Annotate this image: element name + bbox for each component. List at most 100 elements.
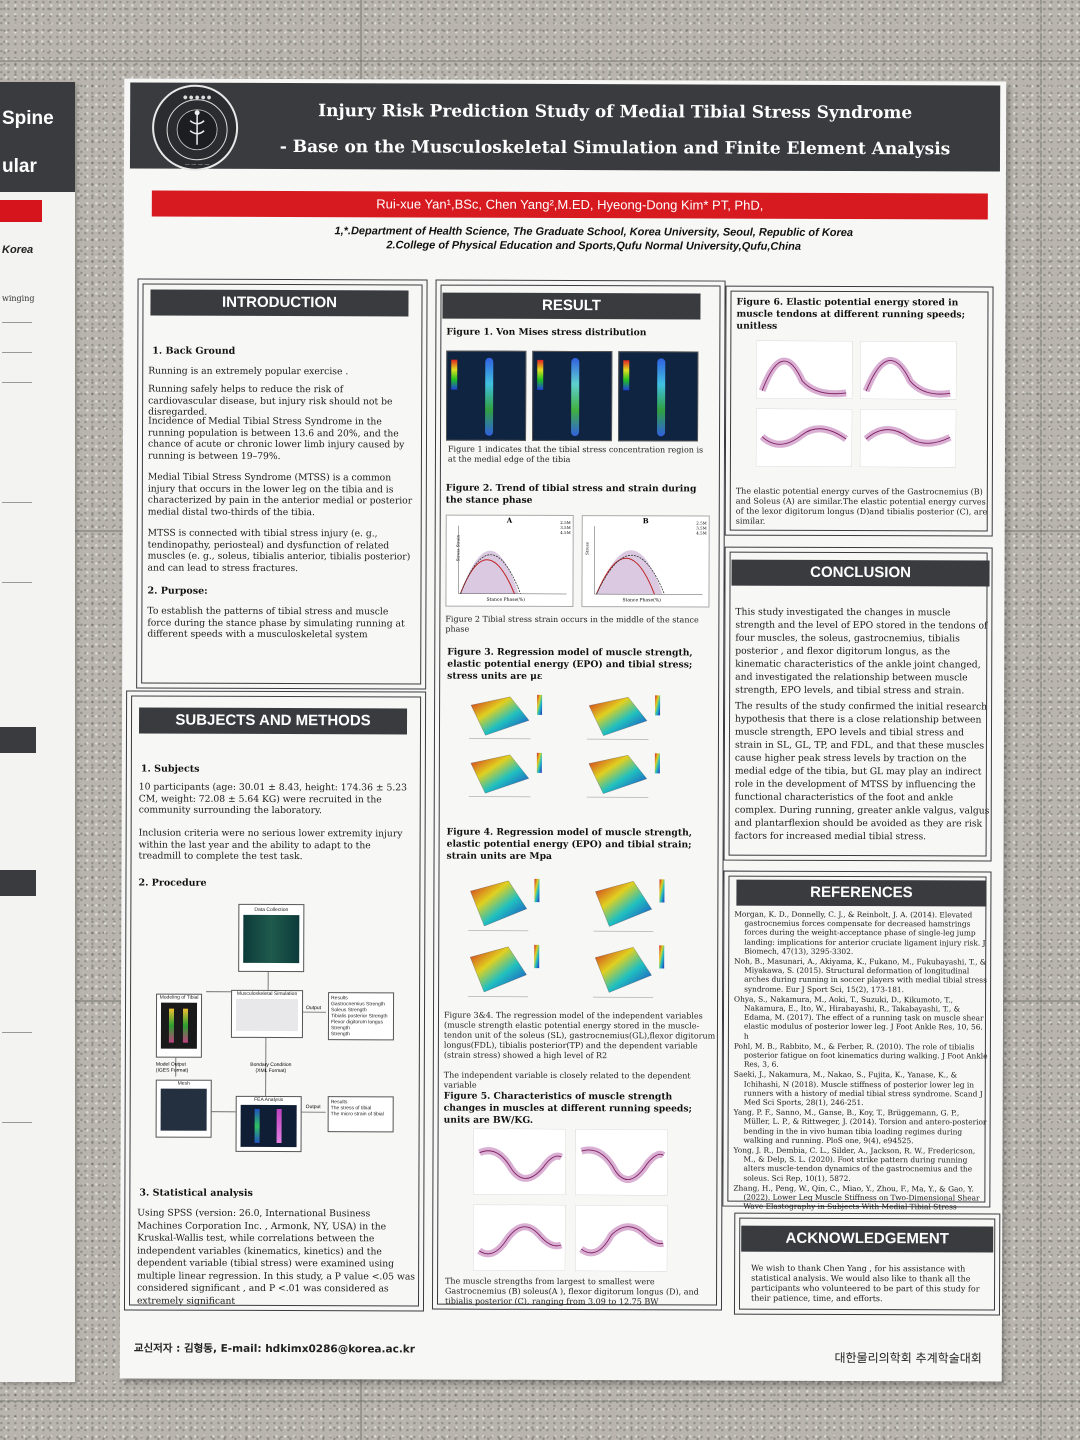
flow-label: Musculoskeletal Simulation — [236, 990, 298, 998]
band-plot — [473, 1128, 566, 1196]
regression-surface-plot — [586, 695, 661, 740]
neighbor-line — [2, 382, 32, 383]
society-logo: ● ● ● ● ● — — — — — [151, 84, 239, 171]
neighbor-line — [2, 582, 32, 583]
fig2-curve-b — [594, 526, 703, 595]
flow-results-item: Flexor digitorum longus Strength — [330, 1019, 383, 1032]
conclusion-title: CONCLUSION — [731, 559, 990, 587]
fig6-energy-plots — [755, 340, 976, 478]
procedure-flowchart: Data Collection Modeling of Tibial Muscu… — [155, 902, 417, 1153]
poster-title-line-2: - Base on the Musculoskeletal Simulation… — [279, 137, 951, 160]
neighbor-poster: Spine ular Korea winging — [0, 82, 75, 1382]
flow-data-collection: Data Collection — [238, 903, 305, 973]
fig2-title: Figure 2. Trend of tibial stress and str… — [445, 482, 697, 506]
fig1-stress-image — [618, 351, 699, 442]
flow-modeling: Modeling of Tibial — [155, 993, 203, 1058]
affiliation-1: 1,*.Department of Health Science, The Gr… — [334, 225, 854, 240]
flow-boundary-label: Bondary Condition (XML Format) — [250, 1061, 292, 1075]
reference-item: Saeki, J., Nakamura, M., Nakao, S., Fuji… — [733, 1070, 983, 1108]
poster-header: ● ● ● ● ● — — — — Injury Risk Prediction… — [129, 82, 1001, 172]
reference-item: Pohl, M. B., Rabbito, M., & Ferber, R. (… — [733, 1041, 988, 1070]
reference-item: Yang, P. F., Sanno, M., Ganse, B., Koy, … — [733, 1107, 987, 1146]
flow-output-label: Output — [306, 1005, 322, 1012]
regression-surface-plot — [468, 752, 542, 798]
neighbor-line — [2, 322, 32, 323]
band-plot — [756, 340, 853, 400]
neighbor-fragment: winging — [2, 294, 35, 303]
references-section: REFERENCES Morgan, K. D., Donnelly, C. J… — [722, 870, 992, 1221]
neighbor-line — [2, 1122, 32, 1123]
flow-fea-analysis: FEA Analysis — [235, 1095, 302, 1153]
fig1-stress-image — [446, 350, 527, 441]
regression-surface-plot — [468, 944, 540, 998]
regression-surface-plot — [468, 878, 540, 932]
band-plot — [575, 1129, 668, 1196]
fig6-section: Figure 6. Elastic potential energy store… — [724, 285, 994, 537]
introduction-section: INTRODUCTION 1. Back Ground Running is a… — [136, 278, 428, 690]
purpose-text: To establish the patterns of tibial stre… — [147, 605, 405, 641]
svg-text:● ● ● ● ●: ● ● ● ● ● — [183, 95, 212, 101]
fig5-caption: The muscle strengths from largest to sma… — [444, 1276, 699, 1307]
procedure-heading: 2. Procedure — [138, 877, 207, 889]
mesh-image — [160, 1088, 207, 1131]
neighbor-title-line: ular — [2, 156, 37, 177]
fig2-panel-a: A Stress Strain Stance Phase(%) 2.5M 3.5… — [445, 514, 574, 608]
flow-results-item: The micro strain of tibial — [330, 1111, 384, 1118]
band-plot — [473, 1204, 566, 1272]
data-collection-image — [243, 914, 300, 964]
band-plot — [575, 1205, 668, 1272]
fig2-panel-b: B Stress Stance Phase(%) 2.5M 3.5M 4.5M — [581, 515, 710, 608]
regression-surface-plot — [586, 753, 660, 798]
flow-results-item: Strength — [330, 1031, 350, 1038]
neighbor-line — [2, 502, 32, 503]
poster: ● ● ● ● ● — — — — Injury Risk Prediction… — [119, 78, 1007, 1382]
fig6-title: Figure 6. Elastic potential energy store… — [736, 297, 988, 334]
neighbor-title-line: Spine — [2, 108, 54, 129]
fig2-caption: Figure 2 Tibial stress strain occurs in … — [445, 614, 699, 634]
intro-paragraph: MTSS is connected with tibial stress inj… — [147, 527, 411, 574]
floor-grout — [0, 60, 1080, 62]
fig4-surface-plots — [464, 877, 704, 1008]
reference-item: Yong, J. R., Dembia, C. L., Silder, A., … — [733, 1145, 976, 1183]
intro-paragraph: Running is an extremely popular exercise… — [148, 365, 349, 378]
flow-model-output-label: Model Output (IGES Format) — [155, 1061, 189, 1074]
background-heading: 1. Back Ground — [152, 345, 236, 357]
conclusion-paragraph-2: The results of the study confirmed the i… — [734, 700, 990, 843]
authors-bar: Rui-xue Yan¹,BSc, Chen Yang²,M.ED, Hyeon… — [151, 190, 988, 220]
fig2-curve-a — [458, 525, 567, 595]
reference-item: Morgan, K. D., Donnelly, C. J., & Reinbo… — [734, 909, 986, 956]
fig34-caption-2: The independent variable is closely rela… — [443, 1070, 691, 1090]
fig6-caption: The elastic potential energy curves of t… — [735, 486, 988, 526]
references-title: REFERENCES — [736, 879, 987, 907]
poster-title-line-1: Injury Risk Prediction Study of Medial T… — [318, 101, 913, 124]
fig4-title: Figure 4. Regression model of muscle str… — [446, 826, 693, 862]
result-title: RESULT — [442, 292, 701, 320]
intro-paragraph: Incidence of Medial Tibial Stress Syndro… — [147, 415, 405, 462]
introduction-title: INTRODUCTION — [150, 289, 409, 317]
methods-title: SUBJECTS AND METHODS — [138, 707, 408, 735]
fig34-caption: Figure 3&4. The regression model of the … — [443, 1010, 716, 1061]
flow-results-tibia: Results The stress of tibial The micro s… — [327, 1096, 394, 1133]
neighbor-header — [0, 82, 75, 192]
affiliation-2: 2.College of Physical Education and Spor… — [386, 239, 802, 253]
fig1-stress-image — [532, 350, 613, 442]
neighbor-line — [2, 1032, 32, 1033]
conclusion-paragraph-1: This study investigated the changes in m… — [735, 606, 988, 697]
flow-results-muscle: Results Gastrocnemius Strength Soleus St… — [327, 992, 395, 1041]
inclusion-text: Inclusion criteria were no serious lower… — [138, 827, 403, 863]
subjects-heading: 1. Subjects — [140, 763, 200, 775]
subjects-text: 10 participants (age: 30.01 ± 8.43, heig… — [138, 781, 407, 817]
band-plot — [755, 408, 853, 468]
fig5-title: Figure 5. Characteristics of muscle stre… — [443, 1090, 692, 1126]
methods-section: SUBJECTS AND METHODS 1. Subjects 10 part… — [123, 690, 427, 1312]
intro-paragraph: Running safely helps to reduce the risk … — [148, 383, 393, 418]
neighbor-line — [2, 352, 32, 353]
fig6-title-text: Figure 6. Elastic potential energy store… — [736, 296, 966, 332]
band-plot — [859, 409, 957, 468]
flow-label: FEA Analysis — [254, 1096, 284, 1104]
flow-musculoskeletal-simulation: Musculoskeletal Simulation — [230, 989, 304, 1039]
flow-label: Mesh — [177, 1080, 190, 1087]
intro-paragraph: Medial Tibial Stress Syndrome (MTSS) is … — [147, 471, 413, 518]
purpose-heading: 2. Purpose: — [147, 585, 208, 597]
fea-image — [240, 1104, 297, 1148]
